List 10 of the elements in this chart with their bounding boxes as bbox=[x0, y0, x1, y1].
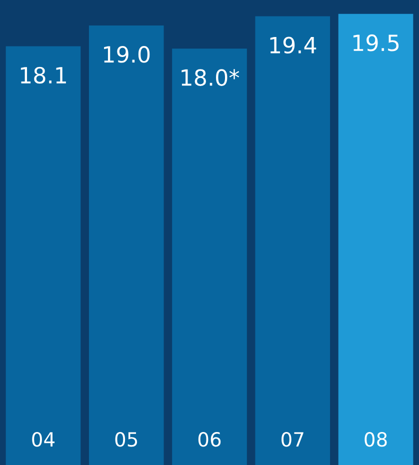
x-tick-label: 04 bbox=[32, 432, 55, 447]
x-tick-label: 06 bbox=[198, 432, 221, 447]
x-tick-label: 05 bbox=[115, 432, 138, 447]
data-label: 18.1 bbox=[20, 66, 66, 84]
data-label: 19.0 bbox=[104, 46, 150, 63]
x-tick-label: 08 bbox=[364, 432, 387, 447]
data-label: 18.0* bbox=[182, 69, 240, 86]
data-label: 19.5 bbox=[353, 34, 399, 52]
data-label: 19.4 bbox=[270, 36, 316, 54]
x-tick-label: 07 bbox=[282, 432, 304, 447]
